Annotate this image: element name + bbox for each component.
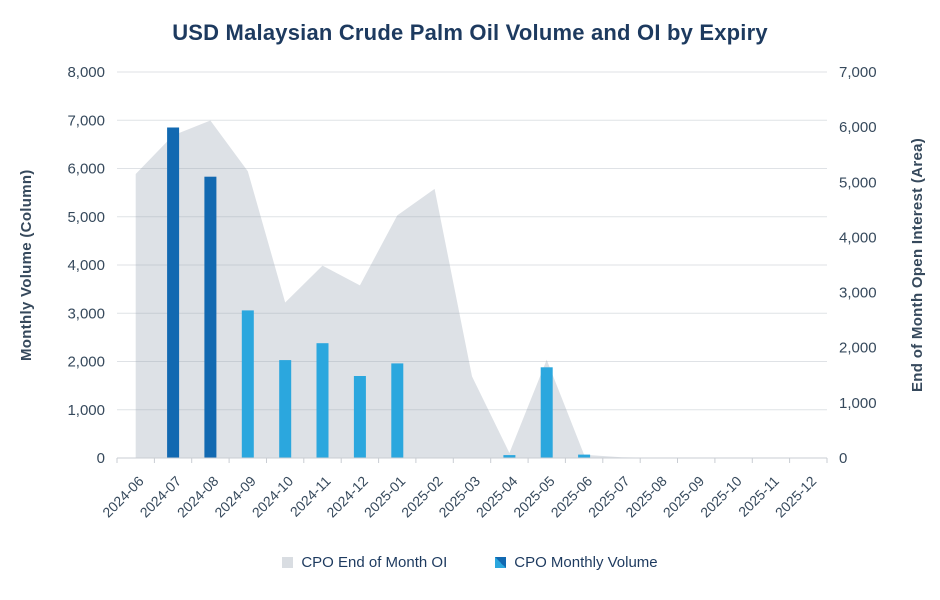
bar-2025-01[interactable] bbox=[391, 363, 404, 458]
y-axis-right-tick-label: 2,000 bbox=[839, 340, 877, 357]
bar-2024-12[interactable] bbox=[353, 376, 366, 458]
legend-label-volume: CPO Monthly Volume bbox=[514, 554, 658, 571]
bar-2024-07[interactable] bbox=[167, 127, 180, 459]
bar-2024-11[interactable] bbox=[316, 343, 329, 458]
x-axis-tick-label: 2025-10 bbox=[697, 473, 745, 521]
chart-title: USD Malaysian Crude Palm Oil Volume and … bbox=[172, 20, 768, 45]
y-axis-left-tick-label: 8,000 bbox=[67, 64, 105, 81]
x-axis-tick-label: 2025-12 bbox=[772, 473, 820, 521]
bar-2025-04[interactable] bbox=[503, 455, 516, 458]
legend-item-volume[interactable]: CPO Monthly Volume bbox=[495, 554, 658, 571]
y-axis-right-tick-label: 5,000 bbox=[839, 174, 877, 191]
y-axis-left-tick-label: 4,000 bbox=[67, 257, 105, 274]
x-axis-tick-label: 2024-10 bbox=[249, 473, 297, 521]
y-axis-left-tick-label: 1,000 bbox=[67, 402, 105, 419]
legend-item-oi[interactable]: CPO End of Month OI bbox=[282, 554, 447, 571]
legend-swatch-area bbox=[282, 557, 294, 568]
area-series-oi[interactable] bbox=[135, 120, 809, 459]
y-axis-right-tick-label: 3,000 bbox=[839, 285, 877, 302]
y-axis-right-tick-label: 4,000 bbox=[839, 229, 877, 246]
bar-2024-09[interactable] bbox=[241, 310, 254, 458]
y-axis-right-title: End of Month Open Interest (Area) bbox=[909, 137, 926, 393]
y-axis-right-tick-label: 6,000 bbox=[839, 119, 877, 136]
legend-label-oi: CPO End of Month OI bbox=[301, 554, 448, 571]
y-axis-left-tick-label: 6,000 bbox=[67, 161, 105, 178]
y-axis-left-tick-label: 7,000 bbox=[67, 112, 105, 129]
y-axis-left-tick-label: 0 bbox=[97, 450, 105, 467]
y-axis-left-tick-label: 3,000 bbox=[67, 305, 105, 322]
y-axis-right-tick-label: 0 bbox=[839, 450, 847, 467]
bar-2025-06[interactable] bbox=[578, 454, 591, 458]
y-axis-left-title: Monthly Volume (Column) bbox=[18, 169, 35, 361]
y-axis-right-tick-label: 1,000 bbox=[839, 395, 877, 412]
bar-2025-05[interactable] bbox=[540, 367, 553, 458]
bar-2024-10[interactable] bbox=[279, 360, 292, 458]
y-axis-right-tick-label: 7,000 bbox=[839, 64, 877, 81]
bar-2024-08[interactable] bbox=[204, 176, 217, 458]
legend: CPO End of Month OI CPO Monthly Volume bbox=[0, 554, 940, 571]
y-axis-left-tick-label: 2,000 bbox=[67, 354, 105, 371]
y-axis-left-tick-label: 5,000 bbox=[67, 209, 105, 226]
legend-swatch-volume bbox=[495, 557, 507, 568]
